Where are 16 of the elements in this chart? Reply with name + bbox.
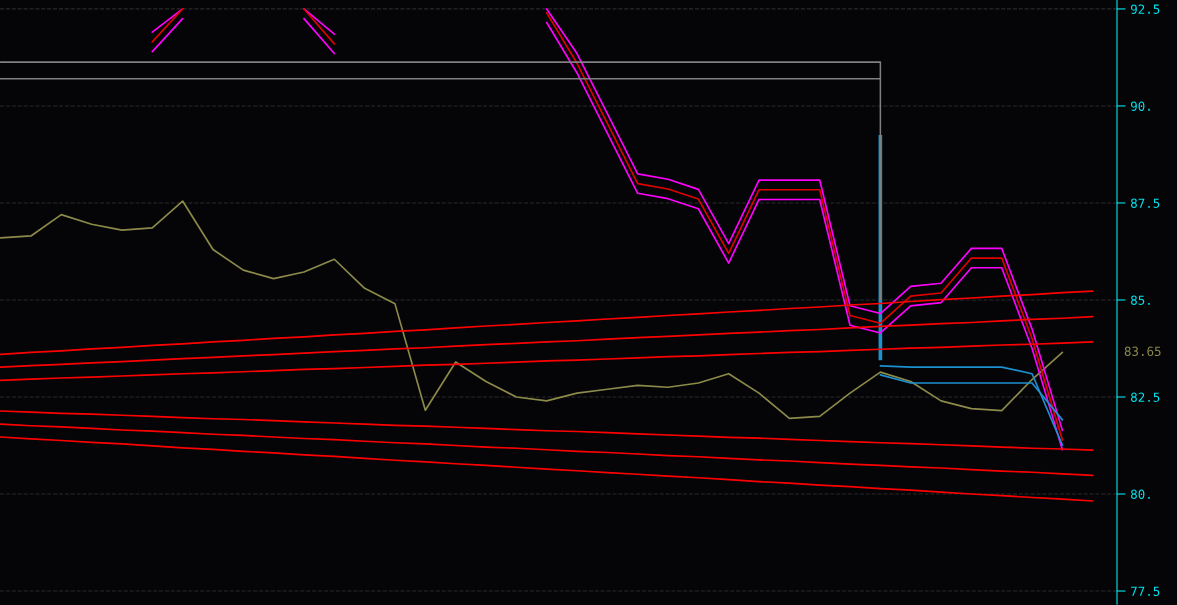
line-series [0, 315, 1094, 368]
y-tick-label: 92.5 [1130, 4, 1160, 14]
y-tick-label: 77.5 [1131, 586, 1160, 596]
line-series [0, 423, 1094, 477]
line-series [0, 341, 1094, 382]
line-series [879, 365, 1064, 446]
line-series [0, 200, 1064, 420]
text: 83.65 [1124, 346, 1161, 357]
y-tick-label: 90. [1130, 101, 1150, 111]
y-tick-label: 87.5 [1130, 198, 1160, 208]
line-series [0, 290, 1094, 356]
y-tick-label: 85. [1130, 295, 1150, 305]
line-series [0, 436, 1094, 502]
line-series [0, 410, 1094, 451]
y-tick-label: 82.5 [1130, 392, 1160, 402]
y-tick-label: 80. [1130, 489, 1150, 499]
